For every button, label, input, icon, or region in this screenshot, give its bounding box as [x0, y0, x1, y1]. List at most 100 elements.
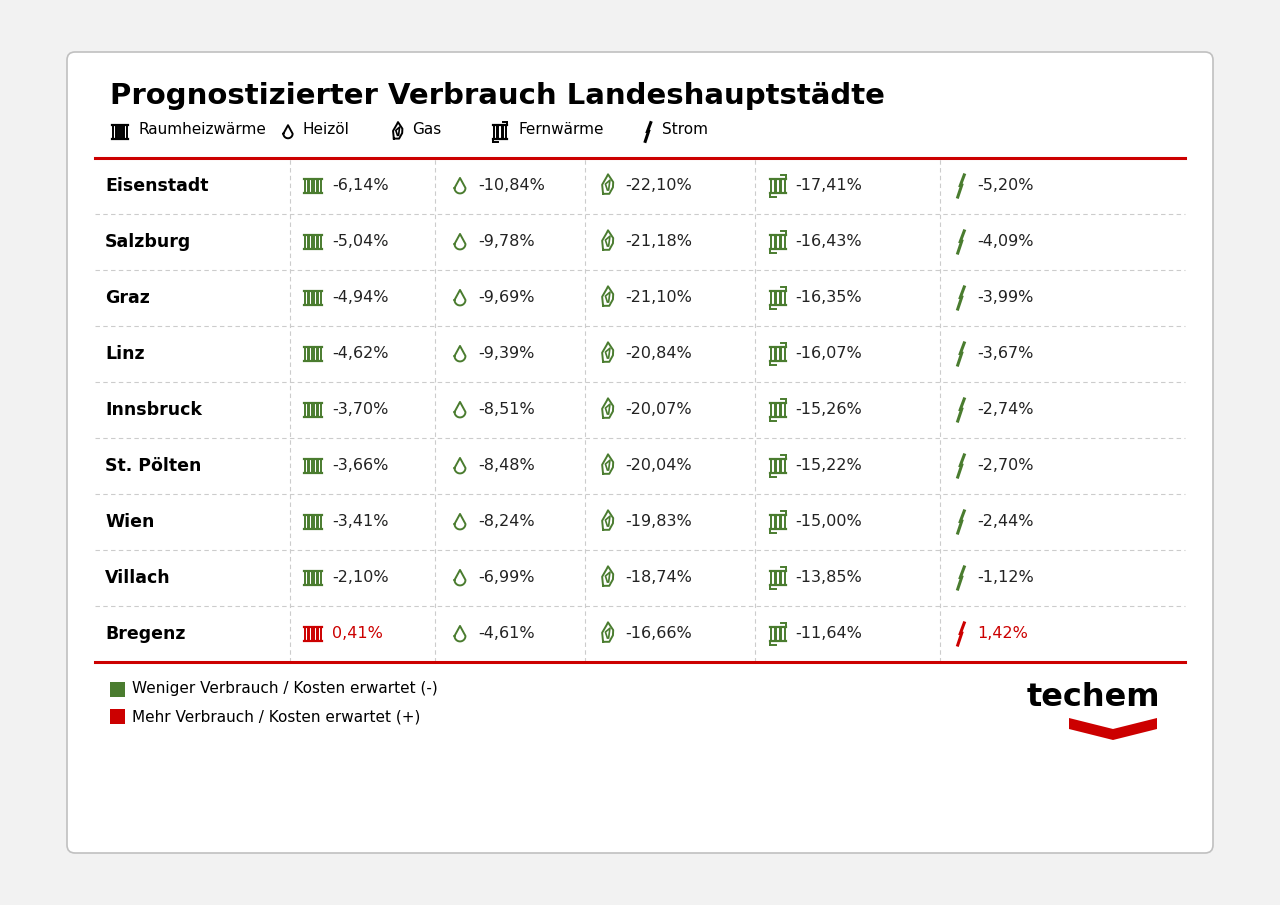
Bar: [781, 571, 785, 586]
Bar: [310, 179, 312, 193]
Text: -20,84%: -20,84%: [625, 347, 691, 361]
Bar: [772, 235, 774, 249]
Bar: [772, 459, 774, 473]
Bar: [772, 627, 774, 641]
Text: Heizöl: Heizöl: [303, 122, 349, 138]
Bar: [124, 126, 127, 138]
Bar: [314, 403, 316, 417]
Bar: [120, 126, 123, 138]
Bar: [310, 459, 312, 473]
Bar: [781, 179, 785, 193]
Bar: [310, 627, 312, 641]
Bar: [772, 515, 774, 529]
Bar: [776, 347, 780, 361]
Bar: [317, 627, 321, 641]
Bar: [310, 291, 312, 305]
Text: Villach: Villach: [105, 569, 170, 587]
Bar: [776, 459, 780, 473]
Text: -19,83%: -19,83%: [625, 515, 691, 529]
Bar: [776, 403, 780, 417]
Bar: [314, 347, 316, 361]
Text: Innsbruck: Innsbruck: [105, 401, 202, 419]
Text: -15,22%: -15,22%: [795, 459, 861, 473]
Text: -3,99%: -3,99%: [977, 291, 1033, 306]
Bar: [781, 459, 785, 473]
Text: -4,61%: -4,61%: [477, 626, 535, 642]
Bar: [772, 291, 774, 305]
Text: 1,42%: 1,42%: [977, 626, 1028, 642]
Text: Bregenz: Bregenz: [105, 625, 186, 643]
Bar: [314, 515, 316, 529]
Text: techem: techem: [1027, 682, 1160, 713]
Text: -8,48%: -8,48%: [477, 459, 535, 473]
Bar: [314, 627, 316, 641]
Text: -16,35%: -16,35%: [795, 291, 861, 306]
Bar: [310, 403, 312, 417]
Text: -20,07%: -20,07%: [625, 403, 691, 417]
Text: -2,70%: -2,70%: [977, 459, 1033, 473]
Text: Salzburg: Salzburg: [105, 233, 191, 251]
Bar: [781, 347, 785, 361]
Bar: [110, 682, 125, 697]
Bar: [306, 515, 308, 529]
Bar: [314, 571, 316, 586]
Bar: [772, 179, 774, 193]
Bar: [310, 347, 312, 361]
Bar: [314, 291, 316, 305]
Bar: [781, 291, 785, 305]
Text: -4,62%: -4,62%: [332, 347, 389, 361]
Bar: [776, 291, 780, 305]
Text: -15,26%: -15,26%: [795, 403, 861, 417]
Bar: [314, 459, 316, 473]
Bar: [306, 627, 308, 641]
Bar: [317, 235, 321, 249]
Bar: [317, 515, 321, 529]
Bar: [317, 459, 321, 473]
Text: Weniger Verbrauch / Kosten erwartet (-): Weniger Verbrauch / Kosten erwartet (-): [132, 681, 438, 697]
Bar: [781, 515, 785, 529]
Text: -9,78%: -9,78%: [477, 234, 535, 250]
Text: -2,44%: -2,44%: [977, 515, 1033, 529]
Bar: [317, 403, 321, 417]
Text: -2,74%: -2,74%: [977, 403, 1033, 417]
Bar: [306, 291, 308, 305]
Bar: [776, 571, 780, 586]
Text: -1,12%: -1,12%: [977, 570, 1034, 586]
Text: Eisenstadt: Eisenstadt: [105, 177, 209, 195]
Bar: [113, 126, 115, 138]
Text: Wien: Wien: [105, 513, 155, 531]
Bar: [310, 571, 312, 586]
Bar: [772, 403, 774, 417]
Text: 0,41%: 0,41%: [332, 626, 383, 642]
Bar: [310, 515, 312, 529]
Text: -16,43%: -16,43%: [795, 234, 861, 250]
Text: -8,24%: -8,24%: [477, 515, 535, 529]
Text: -16,66%: -16,66%: [625, 626, 691, 642]
Bar: [772, 347, 774, 361]
Bar: [317, 179, 321, 193]
Text: Linz: Linz: [105, 345, 145, 363]
Text: Gas: Gas: [412, 122, 442, 138]
Text: -9,69%: -9,69%: [477, 291, 535, 306]
Text: -6,99%: -6,99%: [477, 570, 535, 586]
Bar: [776, 179, 780, 193]
Text: St. Pölten: St. Pölten: [105, 457, 201, 475]
Text: -18,74%: -18,74%: [625, 570, 692, 586]
Bar: [314, 179, 316, 193]
Bar: [317, 291, 321, 305]
Bar: [317, 571, 321, 586]
Bar: [317, 347, 321, 361]
Text: -11,64%: -11,64%: [795, 626, 861, 642]
Bar: [776, 627, 780, 641]
Bar: [110, 709, 125, 724]
Text: -2,10%: -2,10%: [332, 570, 389, 586]
Bar: [772, 571, 774, 586]
Text: Prognostizierter Verbrauch Landeshauptstädte: Prognostizierter Verbrauch Landeshauptst…: [110, 82, 884, 110]
Bar: [306, 179, 308, 193]
Text: Strom: Strom: [662, 122, 708, 138]
Polygon shape: [1069, 718, 1157, 740]
Text: -15,00%: -15,00%: [795, 515, 861, 529]
Bar: [306, 235, 308, 249]
FancyBboxPatch shape: [67, 52, 1213, 853]
Bar: [781, 235, 785, 249]
